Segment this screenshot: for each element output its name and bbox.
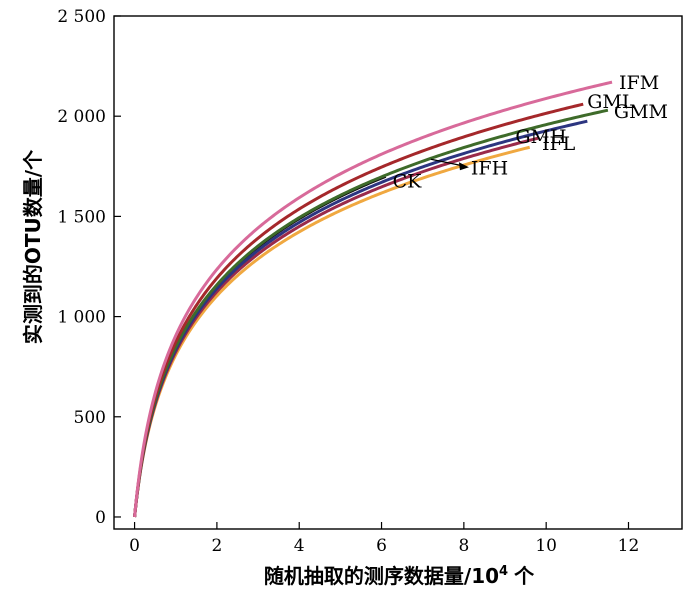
y-axis-title: 实测到的OTU数量/个: [21, 149, 45, 344]
x-tick-label: 2: [211, 536, 222, 556]
series-label-ck: CK: [393, 170, 423, 192]
x-tick-label: 0: [129, 536, 140, 556]
series-line-ifm: [133, 80, 613, 518]
x-tick-label: 6: [376, 536, 387, 556]
y-tick-label: 500: [74, 408, 106, 428]
series-label-gml: GML: [587, 91, 635, 113]
y-tick-label: 2 500: [57, 7, 106, 27]
y-tick-label: 0: [95, 508, 106, 528]
series-label-gmh: GMH: [515, 126, 566, 148]
series-label-ifh: IFH: [471, 157, 508, 179]
x-axis-ticks: 0 2 4 6 8 10 12: [129, 522, 639, 556]
y-tick-label: 1 500: [57, 207, 106, 227]
series-label-ifm: IFM: [619, 72, 659, 94]
y-tick-label: 1 000: [57, 308, 106, 328]
plot-frame: [113, 15, 683, 530]
series-curves: [133, 80, 613, 519]
x-axis-title-superscript: 4: [499, 564, 508, 579]
series-line-ifl: [133, 136, 539, 518]
series-label-gmm: GMM: [614, 101, 668, 123]
y-tick-label: 2 000: [57, 107, 106, 127]
x-tick-label: 12: [618, 536, 640, 556]
ifh-pointer-arrowhead: [458, 162, 469, 171]
x-tick-label: 8: [458, 536, 469, 556]
y-axis-ticks: 0 500 1 000 1 500 2 000 2 500: [57, 7, 121, 528]
x-tick-label: 4: [294, 536, 305, 556]
ifh-pointer-line: [430, 158, 466, 167]
series-label-ifl: IFL: [542, 133, 576, 155]
x-tick-label: 10: [535, 536, 557, 556]
x-axis-title: 随机抽取的测序数据量/104 个: [264, 564, 535, 588]
series-line-gmh: [133, 119, 588, 518]
series-line-ifh: [133, 145, 531, 518]
